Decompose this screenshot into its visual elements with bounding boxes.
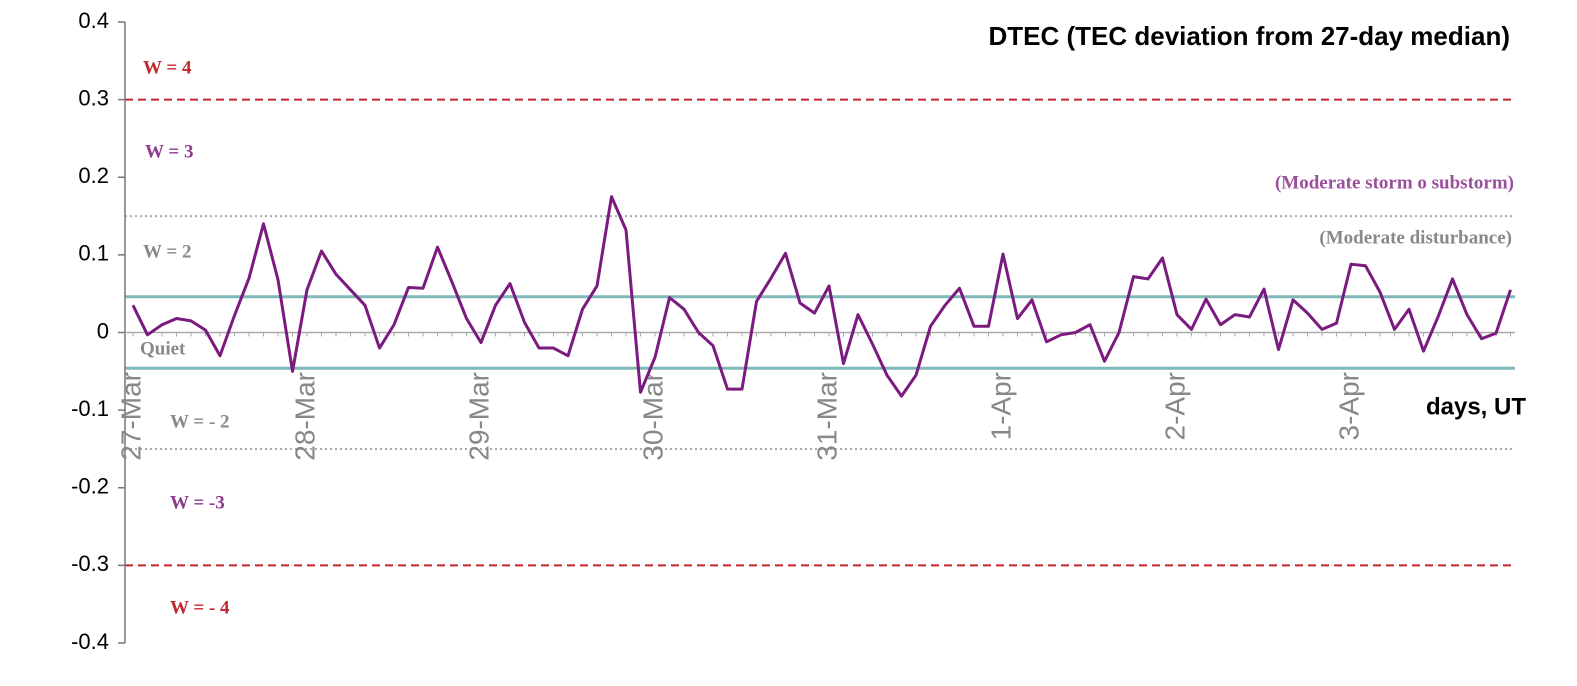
chart-title: DTEC (TEC deviation from 27-day median) [988, 21, 1510, 51]
y-tick-label: 0 [97, 318, 109, 343]
annotation: W = - 2 [170, 411, 230, 432]
x-tick-label: 28-Mar [289, 372, 320, 461]
y-tick-label: -0.1 [71, 396, 109, 421]
annotation: W = 2 [143, 241, 191, 262]
y-tick-label: -0.3 [71, 551, 109, 576]
x-tick-label: 3-Apr [1333, 372, 1364, 440]
x-tick-label: 2-Apr [1159, 372, 1190, 440]
annotation: W = -3 [170, 492, 225, 513]
y-tick-label: -0.2 [71, 474, 109, 499]
x-tick-label: 1-Apr [985, 372, 1016, 440]
annotation: Quiet [140, 338, 186, 359]
y-tick-label: 0.3 [78, 85, 109, 110]
x-tick-label: 27-Mar [115, 372, 146, 461]
x-tick-label: 31-Mar [811, 372, 842, 461]
annotation: W = 4 [143, 57, 192, 78]
annotation: W = - 4 [170, 597, 230, 618]
y-tick-label: 0.2 [78, 163, 109, 188]
annotation: (Moderate storm o substorm) [1275, 172, 1514, 193]
data-line [131, 195, 1512, 398]
y-tick-label: 0.4 [78, 8, 109, 33]
x-axis-label: days, UT [1426, 393, 1526, 420]
y-tick-label: -0.4 [71, 629, 109, 654]
x-tick-label: 29-Mar [463, 372, 494, 461]
y-tick-label: 0.1 [78, 241, 109, 266]
annotation: (Moderate disturbance) [1319, 227, 1512, 248]
annotation: W = 3 [145, 141, 193, 162]
